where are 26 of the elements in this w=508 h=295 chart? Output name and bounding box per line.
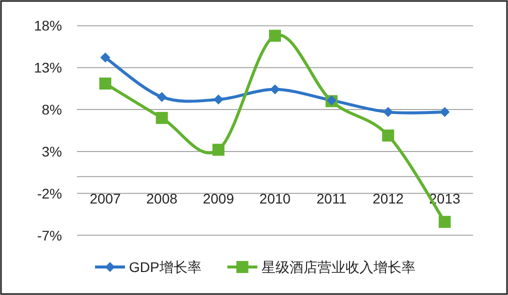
x-tick-label: 2012 <box>372 190 404 207</box>
x-tick-label: 2007 <box>90 190 122 207</box>
x-tick-label: 2008 <box>146 190 178 207</box>
point <box>382 130 394 142</box>
point <box>212 144 224 156</box>
point <box>269 30 281 42</box>
y-tick-label: -2% <box>37 185 62 202</box>
point <box>440 107 450 118</box>
point <box>99 78 112 90</box>
x-tick-label: 2010 <box>259 190 291 207</box>
point <box>156 112 168 124</box>
point <box>383 107 394 118</box>
legend-label: GDP增长率 <box>129 259 202 275</box>
point <box>438 216 451 228</box>
y-tick-label: 3% <box>42 143 62 160</box>
legend-label: 星级酒店营业收入增长率 <box>261 259 416 275</box>
point <box>100 52 110 63</box>
y-tick-label: 18% <box>34 18 62 34</box>
y-tick-label: 8% <box>42 102 62 118</box>
point <box>156 92 167 102</box>
x-tick-label: 2011 <box>316 190 347 207</box>
y-tick-label: -7% <box>37 227 62 244</box>
x-tick-label: 2009 <box>202 190 234 207</box>
y-tick-label: 13% <box>34 60 62 76</box>
point <box>213 94 224 104</box>
point <box>270 84 280 94</box>
